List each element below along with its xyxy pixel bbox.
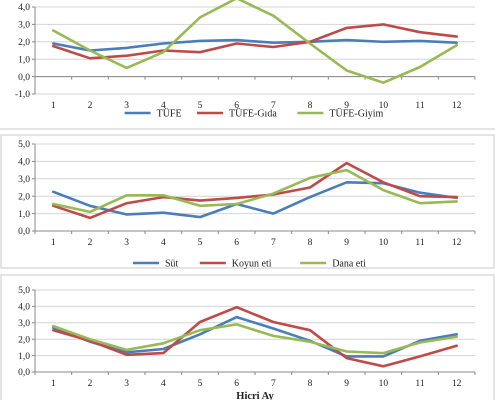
chart-frame xyxy=(0,134,495,269)
legend-label: Koyun eti xyxy=(232,259,272,270)
legend-item-1: Süt xyxy=(133,259,179,270)
y-tick-label: 1,0 xyxy=(18,352,30,362)
x-tick-label: 11 xyxy=(415,238,424,248)
legend-item-2: TÜFE-Gıda xyxy=(197,108,277,120)
x-tick-label: 6 xyxy=(234,379,239,389)
legend-label: TÜFE-Gıda xyxy=(229,108,277,120)
y-tick-label: 2,0 xyxy=(18,335,30,345)
series-line-2 xyxy=(51,305,459,368)
legend-item-1: TÜFE xyxy=(124,108,182,120)
x-tick-label: 4 xyxy=(161,101,166,111)
y-tick-label: 0,0 xyxy=(18,368,30,378)
x-tick-label: 9 xyxy=(344,238,349,248)
y-tick-label: 3,0 xyxy=(18,175,30,185)
x-tick-label: 3 xyxy=(124,238,129,248)
x-tick-label: 10 xyxy=(379,101,389,111)
x-tick-label: 1 xyxy=(51,379,56,389)
y-tick-label: 0,0 xyxy=(18,73,30,83)
y-tick-label: 4,0 xyxy=(18,303,30,313)
y-tick-label: 3,0 xyxy=(18,21,30,31)
series-line-2 xyxy=(51,23,459,60)
x-tick-label: 9 xyxy=(344,101,349,111)
x-tick-label: 3 xyxy=(124,379,129,389)
y-tick-label: 5,0 xyxy=(18,140,30,150)
x-tick-label: 2 xyxy=(88,238,93,248)
x-tick-label: 4 xyxy=(161,379,166,389)
legend-item-2: Koyun eti xyxy=(199,259,272,270)
chart-frame xyxy=(0,274,495,400)
series-line-3 xyxy=(51,323,459,355)
x-tick-label: 8 xyxy=(308,238,313,248)
x-tick-label: 10 xyxy=(379,379,389,389)
y-tick-label: 1,0 xyxy=(18,210,30,220)
x-tick-label: 10 xyxy=(379,238,389,248)
x-tick-label: 5 xyxy=(198,238,203,248)
x-tick-label: 7 xyxy=(271,101,276,111)
legend-item-3: TÜFE-Giyim xyxy=(297,108,384,120)
legend: TÜFE TÜFE-Gıda TÜFE-Giyim xyxy=(124,108,384,120)
y-tick-label: 5,0 xyxy=(18,286,30,296)
x-tick-label: 11 xyxy=(415,101,424,111)
x-tick-label: 6 xyxy=(234,238,239,248)
legend-label: TÜFE-Giyim xyxy=(329,108,383,120)
chart-frame xyxy=(0,128,495,130)
series-line-2 xyxy=(51,161,459,220)
x-tick-label: 6 xyxy=(234,101,239,111)
series-line-3 xyxy=(51,0,459,84)
y-tick-label: 4,0 xyxy=(18,3,30,13)
x-tick-label: 4 xyxy=(161,238,166,248)
x-tick-label: 2 xyxy=(88,101,93,111)
y-tick-label: -1,0 xyxy=(15,90,30,100)
x-axis-title: Hicri Ay xyxy=(236,391,274,400)
x-tick-label: 2 xyxy=(88,379,93,389)
x-tick-label: 7 xyxy=(271,379,276,389)
x-tick-label: 3 xyxy=(124,101,129,111)
series-line-1 xyxy=(51,315,459,358)
y-tick-label: 0,0 xyxy=(18,227,30,237)
y-tick-label: 4,0 xyxy=(18,158,30,168)
y-tick-label: 2,0 xyxy=(18,38,30,48)
x-tick-label: 12 xyxy=(452,379,462,389)
series-line-3 xyxy=(51,168,459,214)
y-tick-label: 3,0 xyxy=(18,319,30,329)
x-tick-label: 9 xyxy=(344,379,349,389)
x-tick-label: 8 xyxy=(308,379,313,389)
x-tick-label: 8 xyxy=(308,101,313,111)
x-tick-label: 12 xyxy=(452,238,462,248)
x-tick-label: 7 xyxy=(271,238,276,248)
y-tick-label: 2,0 xyxy=(18,192,30,202)
y-tick-label: 1,0 xyxy=(18,55,30,65)
x-tick-label: 12 xyxy=(452,101,462,111)
series-line-1 xyxy=(51,38,459,52)
legend: Süt Koyun eti Dana eti xyxy=(133,259,366,270)
x-tick-label: 5 xyxy=(198,379,203,389)
legend-label: TÜFE xyxy=(157,108,182,120)
legend-label: Süt xyxy=(165,259,179,270)
legend-item-3: Dana eti xyxy=(300,259,366,270)
legend-label: Dana eti xyxy=(332,259,366,270)
x-tick-label: 1 xyxy=(51,238,56,248)
x-tick-label: 5 xyxy=(198,101,203,111)
x-tick-label: 1 xyxy=(51,101,56,111)
x-tick-label: 11 xyxy=(415,379,424,389)
